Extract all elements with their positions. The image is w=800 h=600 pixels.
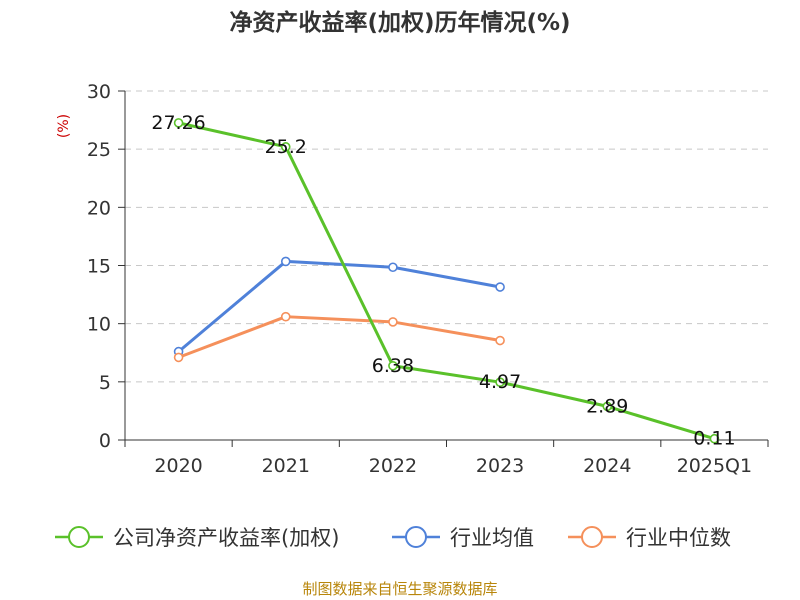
data-label: 27.26	[151, 112, 205, 134]
data-point[interactable]	[709, 433, 720, 444]
legend-label: 行业中位数	[626, 526, 731, 550]
x-tick-label: 2025Q1	[677, 455, 752, 477]
chart-title: 净资产收益率(加权)历年情况(%)	[229, 9, 570, 36]
y-tick-label: 20	[87, 197, 111, 219]
data-point[interactable]	[280, 256, 291, 267]
data-label: 4.97	[479, 371, 521, 393]
legend-item-2[interactable]: 行业中位数	[568, 526, 731, 550]
data-point[interactable]	[495, 335, 505, 346]
data-label: 6.38	[372, 355, 414, 377]
x-tick-label: 2024	[583, 455, 631, 477]
series-group	[173, 118, 720, 444]
y-tick-label: 15	[87, 256, 111, 278]
x-tick-label: 2023	[476, 455, 524, 477]
data-label: 0.11	[693, 428, 735, 450]
legend-marker	[405, 526, 427, 548]
legend-item-0[interactable]: 公司净资产收益率(加权)	[55, 526, 339, 550]
data-point[interactable]	[173, 352, 184, 363]
y-tick-label: 0	[99, 430, 111, 452]
data-point[interactable]	[280, 311, 291, 322]
series-line-0	[177, 121, 716, 441]
x-tick-label: 2022	[369, 455, 417, 477]
gridlines	[125, 90, 768, 383]
y-tick-label: 10	[87, 314, 111, 336]
legend-label: 公司净资产收益率(加权)	[113, 526, 339, 550]
x-tick-label: 2021	[262, 455, 310, 477]
legend[interactable]: 公司净资产收益率(加权) 行业均值 行业中位数	[55, 526, 731, 550]
data-label: 25.2	[265, 136, 307, 158]
legend-marker	[68, 526, 90, 548]
legend-marker	[581, 526, 603, 548]
data-point[interactable]	[280, 142, 291, 152]
legend-label: 行业均值	[450, 526, 534, 550]
x-tick-label: 2020	[154, 455, 202, 477]
data-labels: 27.26 25.2 6.38 4.97 2.89 0.11	[151, 112, 735, 450]
data-point[interactable]	[388, 317, 398, 327]
data-point[interactable]	[495, 377, 505, 387]
y-tick-label: 30	[87, 81, 111, 103]
data-point[interactable]	[602, 401, 613, 412]
axes: 0 5 10 15 20 25 30 2020 2021 2022 2023 2024 2025Q1	[87, 81, 769, 477]
data-point[interactable]	[495, 282, 505, 292]
y-tick-label: 25	[87, 139, 111, 161]
y-axis-unit-label: (%)	[56, 114, 72, 138]
series-line-1	[177, 259, 502, 354]
legend-item-1[interactable]: 行业均值	[392, 526, 534, 550]
data-label: 2.89	[586, 395, 628, 417]
series-line-2	[177, 315, 502, 359]
data-point[interactable]	[388, 360, 398, 371]
data-point[interactable]	[388, 262, 398, 273]
y-tick-label: 5	[99, 372, 111, 394]
source-note: 制图数据来自恒生聚源数据库	[302, 580, 497, 598]
data-point[interactable]	[173, 118, 184, 128]
